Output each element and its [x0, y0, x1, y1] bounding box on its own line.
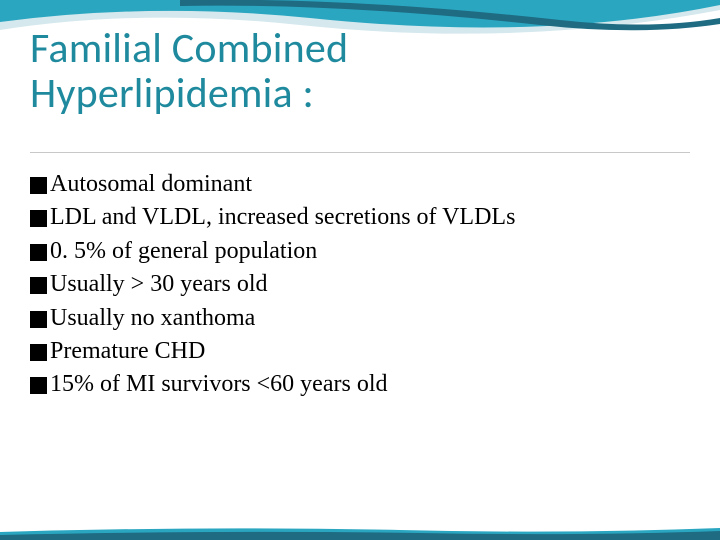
- bullet-item: LDL and VLDL, increased secretions of VL…: [30, 201, 690, 233]
- bullet-text: Premature CHD: [50, 335, 205, 367]
- bullet-text: 0. 5% of general population: [50, 235, 317, 267]
- bullet-text: LDL and VLDL, increased secretions of VL…: [50, 201, 515, 233]
- title-line-2: Hyperlipidemia :: [30, 68, 314, 119]
- bullet-text: 15% of MI survivors <60 years old: [50, 368, 388, 400]
- square-bullet-icon: [30, 344, 47, 361]
- bullet-item: 15% of MI survivors <60 years old: [30, 368, 690, 400]
- square-bullet-icon: [30, 177, 47, 194]
- title-divider: [30, 152, 690, 153]
- square-bullet-icon: [30, 210, 47, 227]
- bullet-text: Autosomal dominant: [50, 168, 252, 200]
- square-bullet-icon: [30, 244, 47, 261]
- title-line-1: Familial Combined: [30, 23, 348, 74]
- slide-container: Familial Combined Hyperlipidemia : Autos…: [0, 0, 720, 540]
- slide-body: Autosomal dominant LDL and VLDL, increas…: [30, 168, 690, 402]
- slide-title: Familial Combined Hyperlipidemia :: [30, 26, 348, 117]
- bullet-item: Premature CHD: [30, 335, 690, 367]
- bullet-item: Autosomal dominant: [30, 168, 690, 200]
- square-bullet-icon: [30, 311, 47, 328]
- square-bullet-icon: [30, 377, 47, 394]
- bullet-text: Usually > 30 years old: [50, 268, 268, 300]
- bullet-text: Usually no xanthoma: [50, 302, 255, 334]
- bullet-item: 0. 5% of general population: [30, 235, 690, 267]
- bullet-item: Usually no xanthoma: [30, 302, 690, 334]
- bullet-item: Usually > 30 years old: [30, 268, 690, 300]
- bottom-accent-decoration: [0, 526, 720, 540]
- square-bullet-icon: [30, 277, 47, 294]
